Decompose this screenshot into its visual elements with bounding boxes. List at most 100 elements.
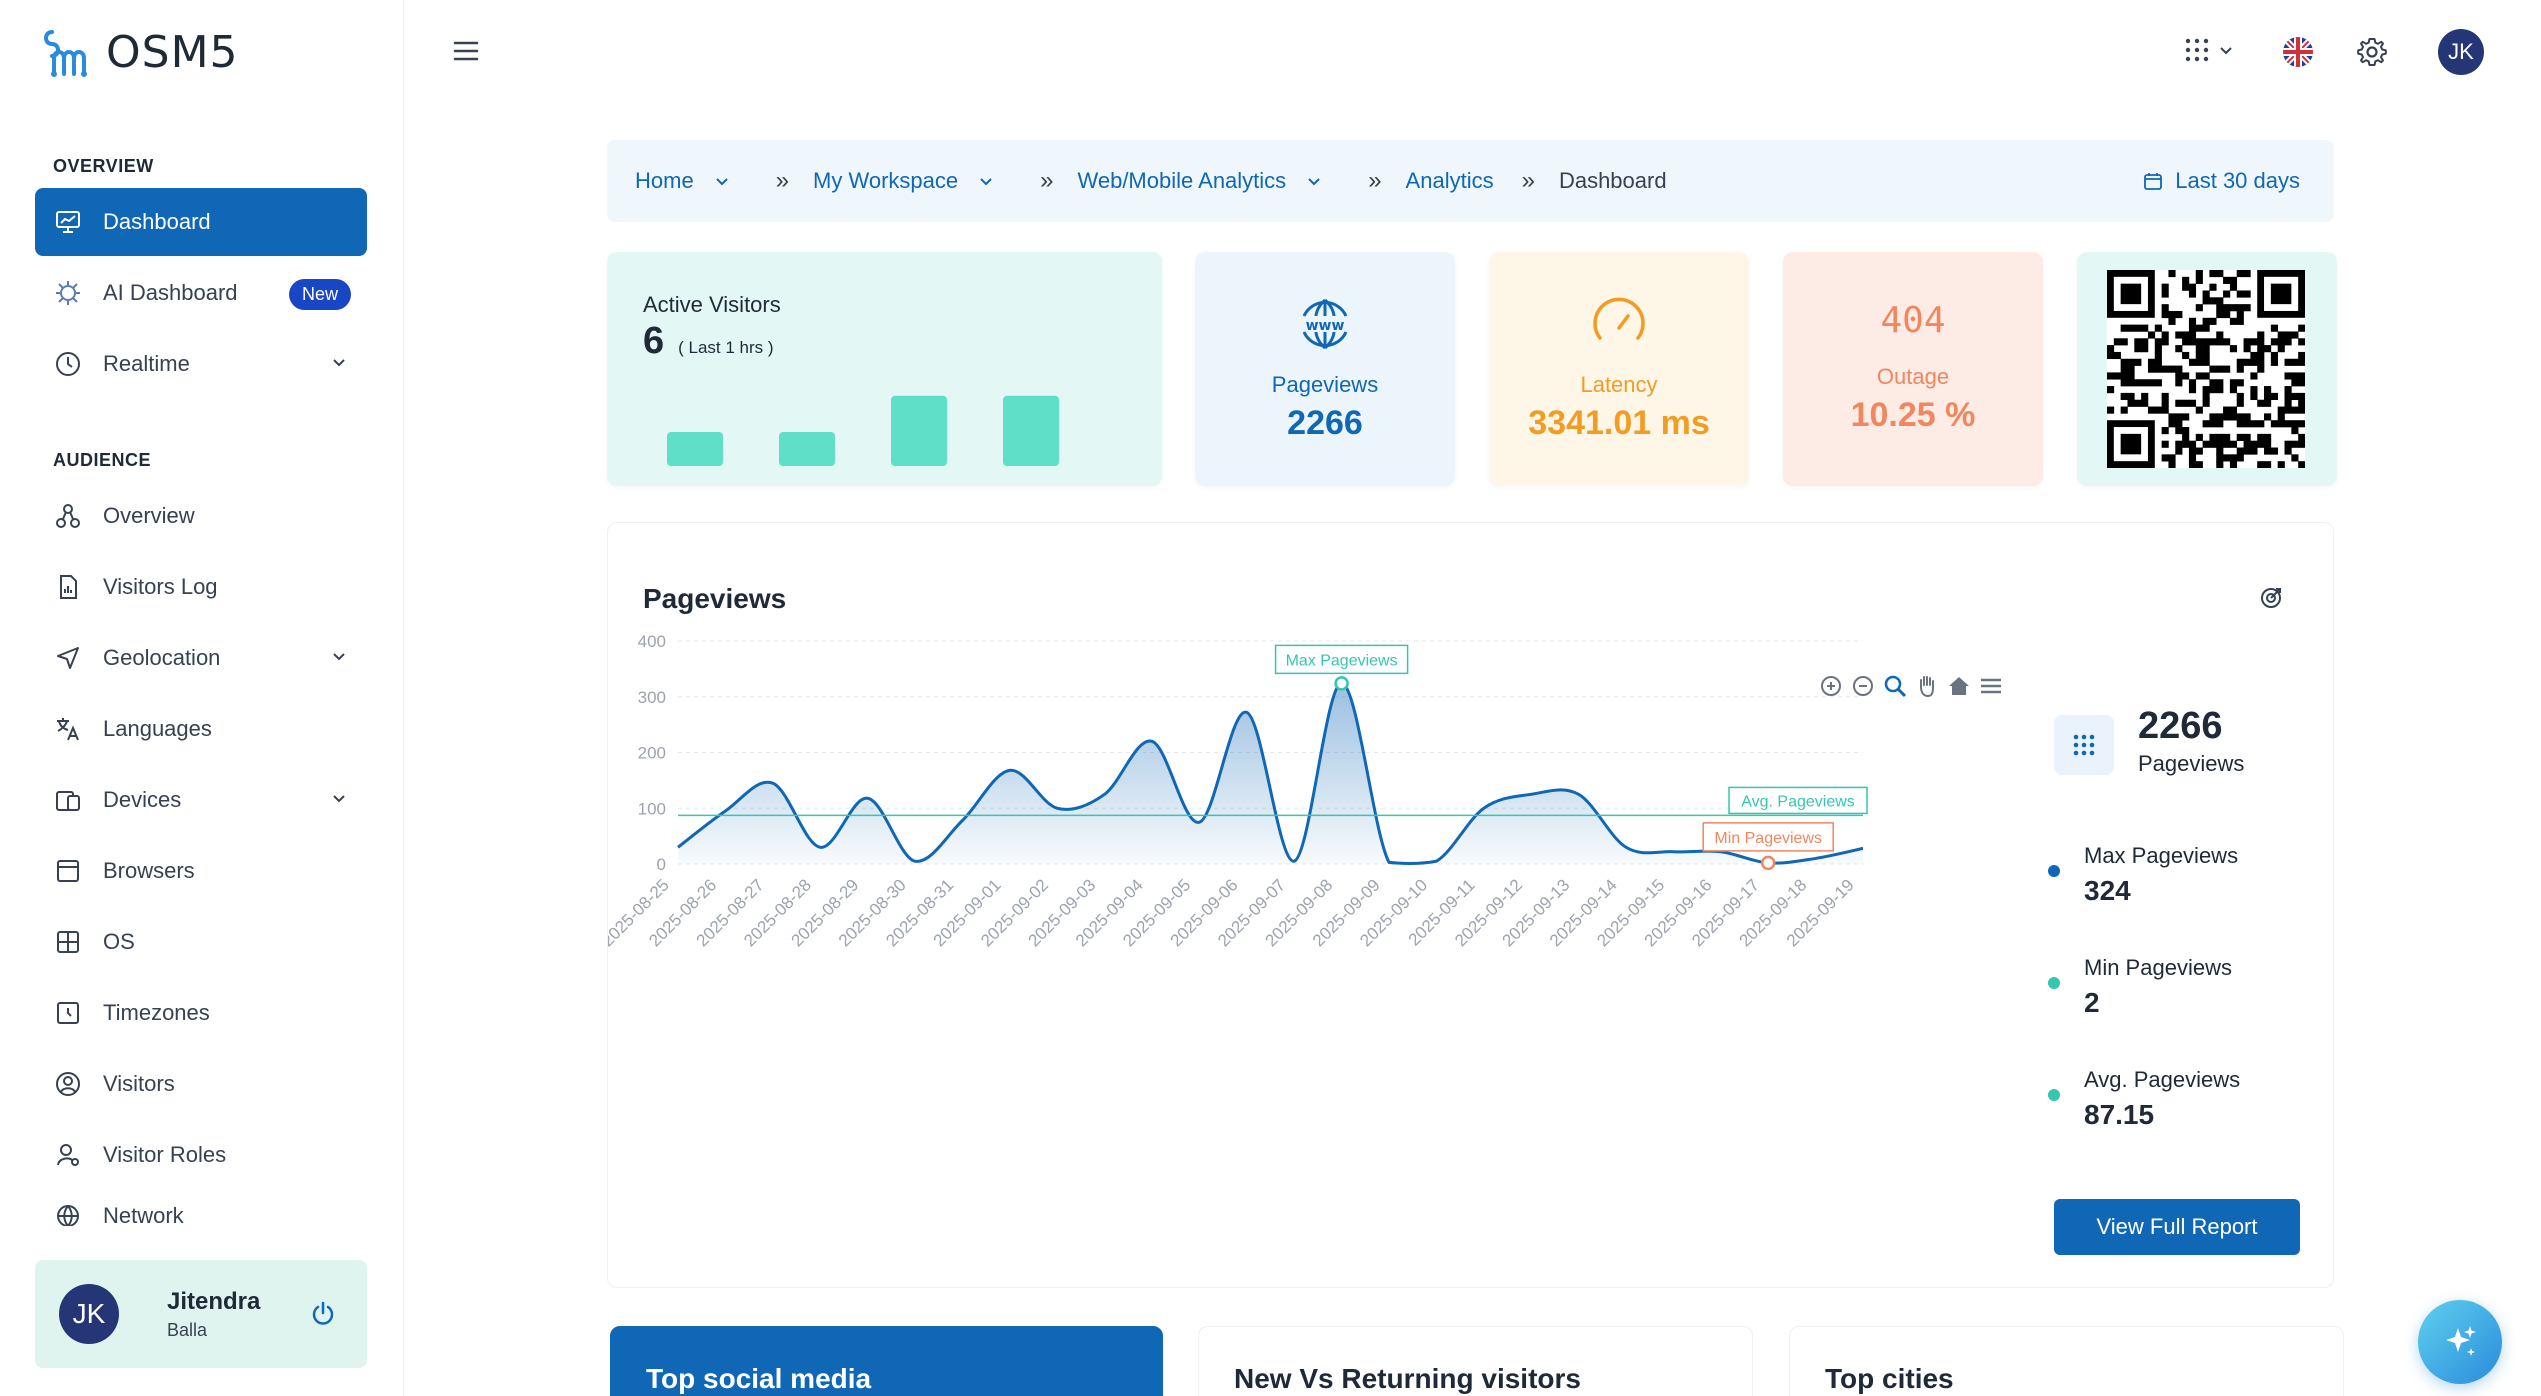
breadcrumb-separator-icon: » (775, 167, 790, 194)
reset-home-icon[interactable] (1946, 673, 1972, 704)
sidebar-clipped-region: Network (35, 1196, 367, 1226)
logo-text: OSM5 (106, 26, 239, 78)
sidebar-item-realtime[interactable]: Realtime (35, 330, 367, 398)
top-social-media-card: Top social media (610, 1326, 1163, 1396)
dashboard-icon (53, 207, 83, 237)
sidebar-item-os[interactable]: OS (35, 908, 367, 976)
sidebar-item-geolocation[interactable]: Geolocation (35, 624, 367, 692)
sidebar-item-ai-dashboard[interactable]: AI Dashboard New (35, 259, 367, 327)
zoom-out-icon[interactable] (1850, 673, 1876, 704)
power-icon[interactable] (309, 1300, 337, 1333)
sidebar-item-visitors[interactable]: Visitors (35, 1050, 367, 1118)
pan-hand-icon[interactable] (1914, 673, 1940, 704)
translate-icon (53, 714, 83, 744)
qr-code-card[interactable] (2077, 252, 2337, 486)
profile-menu[interactable]: JK (2438, 22, 2484, 82)
chevron-down-icon (2218, 42, 2234, 63)
ai-assistant-button[interactable] (2418, 1300, 2502, 1384)
latency-stat-value: 3341.01 ms (1528, 404, 1710, 442)
outage-stat-value: 10.25 % (1850, 396, 1976, 434)
magnify-icon[interactable] (1882, 673, 1908, 704)
sidebar-item-label: Realtime (103, 351, 190, 376)
y-tick-label: 100 (638, 799, 666, 818)
gear-icon (2357, 38, 2387, 66)
menu-toggle-icon[interactable] (452, 38, 480, 69)
logo-icon (44, 30, 87, 77)
breadcrumb-separator-icon: » (1040, 167, 1054, 194)
zoom-in-icon[interactable] (1818, 673, 1844, 704)
chart-title: Pageviews (643, 583, 787, 614)
new-badge: New (288, 279, 351, 310)
breadcrumb-analytics-app[interactable]: Web/Mobile Analytics (1077, 168, 1322, 194)
outage-stat-card[interactable]: 404 Outage 10.25 % (1783, 252, 2043, 486)
y-tick-label: 0 (657, 855, 666, 874)
sidebar-item-browsers[interactable]: Browsers (35, 837, 367, 905)
breadcrumb: Home » My Workspace » Web/Mobile Analyti… (607, 140, 2334, 222)
sidebar-item-dashboard[interactable]: Dashboard (35, 188, 367, 256)
breadcrumb-label: My Workspace (813, 168, 959, 193)
apps-menu[interactable] (2184, 22, 2234, 82)
chevron-down-icon (1308, 178, 1320, 186)
pageviews-chart: 01002003004002025-08-252025-08-262025-08… (608, 632, 1868, 950)
pageviews-stat-value: 2266 (1287, 404, 1363, 442)
sidebar-item-label: Browsers (103, 858, 195, 883)
settings-button[interactable] (2356, 22, 2388, 82)
top-cities-card: Top cities (1789, 1326, 2344, 1396)
avatar: JK (2438, 29, 2484, 75)
latency-stat-card[interactable]: Latency 3341.01 ms (1489, 252, 1749, 486)
sidebar-item-visitors-log[interactable]: Visitors Log (35, 553, 367, 621)
breadcrumb-workspace[interactable]: My Workspace (813, 168, 994, 194)
visitor-bar (667, 432, 723, 466)
breadcrumb-home[interactable]: Home (635, 168, 730, 194)
logo[interactable]: OSM5 (38, 18, 239, 86)
min-annotation-box (1702, 822, 1834, 852)
sidebar-item-label: Visitor Roles (103, 1142, 227, 1167)
sidebar-item-label: Languages (103, 716, 212, 741)
view-full-report-button[interactable]: View Full Report (2054, 1199, 2300, 1255)
sidebar-item-languages[interactable]: Languages (35, 695, 367, 763)
apps-grid-icon (2184, 37, 2210, 68)
max-point-marker (1334, 676, 1349, 691)
series-area (678, 683, 1863, 864)
sidebar-item-label: Overview (103, 503, 195, 528)
date-range-picker[interactable]: Last 30 days (2143, 168, 2300, 194)
outage-stat-label: Outage (1876, 364, 1950, 389)
chart-menu-icon[interactable] (1978, 673, 2004, 704)
visitor-icon (53, 1069, 83, 1099)
chevron-down-icon[interactable] (329, 352, 349, 378)
legend-dot (2048, 1089, 2060, 1101)
calendar-icon (2144, 173, 2163, 190)
sidebar-item-label: Dashboard (103, 209, 211, 234)
max-annotation-label: Max Pageviews (1286, 652, 1398, 669)
pageviews-stat-card[interactable]: www Pageviews 2266 (1195, 252, 1455, 486)
network-icon (53, 1201, 83, 1226)
sidebar: OSM5 OVERVIEW Dashboard AI Dashboard New… (0, 0, 404, 1396)
chart-target-icon[interactable] (2258, 585, 2284, 616)
location-icon (53, 643, 83, 673)
sidebar-item-visitor-roles[interactable]: Visitor Roles (35, 1121, 367, 1189)
language-selector[interactable] (2282, 22, 2314, 82)
card-title: Top social media (646, 1363, 872, 1394)
sidebar-item-overview[interactable]: Overview (35, 482, 367, 550)
avatar[interactable]: JK (59, 1284, 119, 1344)
sidebar-item-label: Devices (103, 787, 182, 812)
y-tick-label: 300 (638, 688, 666, 707)
latency-stat-label: Latency (1580, 372, 1658, 397)
globe-icon: www (1302, 298, 1348, 350)
chevron-down-icon[interactable] (329, 646, 349, 672)
sidebar-item-label: OS (103, 929, 135, 954)
chevron-down-icon[interactable] (329, 788, 349, 814)
breadcrumb-analytics[interactable]: Analytics (1406, 168, 1494, 194)
speedometer-icon (1593, 297, 1645, 340)
breadcrumb-label: Web/Mobile Analytics (1077, 168, 1287, 193)
uk-flag-icon (2283, 37, 2313, 67)
card-title: New Vs Returning visitors (1234, 1363, 1581, 1394)
active-visitors-label: Active Visitors (643, 292, 781, 317)
active-visitors-bars (667, 395, 1059, 466)
series-line (677, 681, 1864, 865)
legend-dot (2048, 977, 2060, 989)
roles-icon (53, 1140, 83, 1170)
sidebar-item-network[interactable]: Network (35, 1196, 367, 1226)
sidebar-item-devices[interactable]: Devices (35, 766, 367, 834)
sidebar-item-timezones[interactable]: Timezones (35, 979, 367, 1047)
